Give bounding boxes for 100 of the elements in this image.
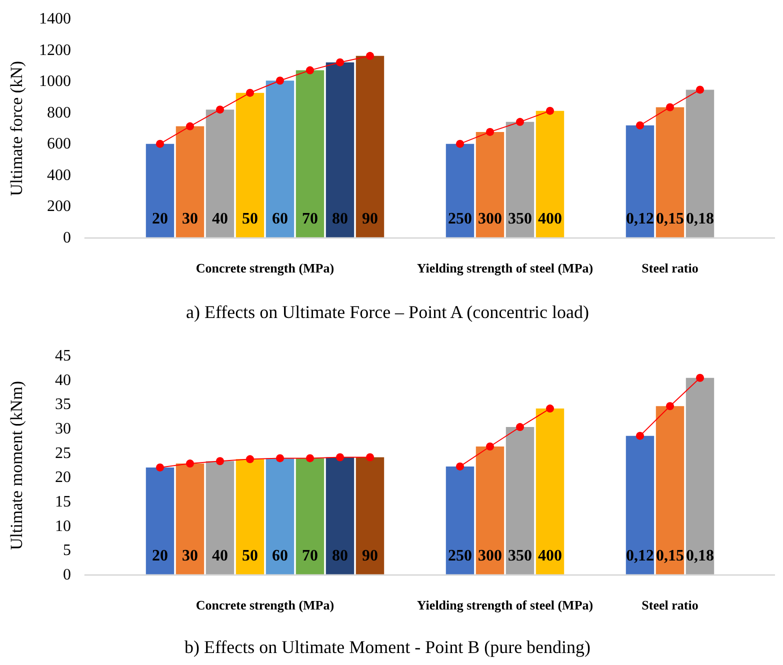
point <box>636 121 644 130</box>
y-tick-label: 10 <box>55 518 71 535</box>
y-tick-label: 1000 <box>39 73 71 90</box>
bar <box>626 125 654 238</box>
point <box>456 462 464 470</box>
text: a) Effects on Ultimate Force – Point A (concentric load) <box>186 302 590 322</box>
point <box>216 106 224 114</box>
y-tick-label: 25 <box>55 444 71 462</box>
x-tick-label: 300 <box>478 210 502 228</box>
y-axis-title: Ultimate moment (kNm) <box>7 380 26 550</box>
x-tick-label: 0,15 <box>656 548 684 564</box>
point <box>156 463 164 472</box>
bar <box>446 466 474 575</box>
x-tick-label: 0,12 <box>626 210 654 228</box>
point <box>336 453 344 462</box>
x-tick-label: 0,12 <box>626 548 654 564</box>
point <box>696 374 704 382</box>
y-tick-label: 0 <box>63 566 71 584</box>
bar <box>686 90 714 238</box>
bar <box>356 56 384 238</box>
bar <box>146 144 174 238</box>
bar <box>686 378 714 575</box>
text: Concrete strength (MPa) <box>196 598 334 612</box>
text: Steel ratio <box>642 260 698 276</box>
text: Steel ratio <box>642 598 698 612</box>
y-tick-label: 1200 <box>39 42 71 59</box>
point <box>666 103 674 112</box>
text: Yielding strength of steel (MPa) <box>416 260 594 276</box>
y-tick-label: 30 <box>55 420 71 438</box>
point <box>486 128 494 136</box>
x-tick-label: 50 <box>242 548 258 564</box>
x-tick-label: 40 <box>212 210 228 228</box>
point <box>336 58 344 66</box>
y-tick-label: 45 <box>55 348 71 364</box>
x-tick-label: 350 <box>508 210 532 228</box>
x-tick-label: 80 <box>332 210 348 228</box>
text: b) Effects on Ultimate Moment - Point B (pure bending) <box>184 637 591 657</box>
y-tick-label: 1400 <box>39 10 71 28</box>
bar <box>656 107 684 238</box>
bar <box>206 461 234 575</box>
point <box>306 66 314 74</box>
point <box>366 453 374 462</box>
point <box>246 455 254 464</box>
y-tick-label: 800 <box>47 104 71 122</box>
x-tick-label: 20 <box>152 210 168 228</box>
bar <box>206 110 234 238</box>
point <box>156 140 164 148</box>
bar <box>326 62 354 238</box>
bar <box>326 457 354 575</box>
bar <box>536 110 564 238</box>
x-tick-label: 250 <box>448 210 472 228</box>
bar <box>176 464 204 575</box>
y-axis-title: Ultimate force (kN) <box>7 61 26 196</box>
x-tick-label: 30 <box>182 210 198 228</box>
x-tick-label: 350 <box>508 548 532 564</box>
bar <box>236 92 264 238</box>
point <box>486 442 494 451</box>
point <box>696 86 704 94</box>
x-tick-label: 0,15 <box>656 210 684 228</box>
bar <box>506 122 534 238</box>
x-tick-label: 40 <box>212 548 228 564</box>
point <box>306 454 314 462</box>
y-tick-label: 40 <box>55 372 71 389</box>
point <box>516 423 524 432</box>
point <box>366 52 374 60</box>
point <box>636 432 644 440</box>
y-tick-label: 600 <box>47 136 71 153</box>
point <box>276 454 284 462</box>
x-tick-label: 300 <box>478 548 502 564</box>
x-tick-label: 60 <box>272 548 288 564</box>
point <box>546 404 554 413</box>
x-tick-label: 70 <box>302 210 318 228</box>
bar <box>476 446 504 575</box>
point <box>546 106 554 115</box>
x-tick-label: 30 <box>182 548 198 564</box>
x-tick-label: 400 <box>538 210 562 228</box>
point <box>456 140 464 148</box>
bar <box>296 458 324 575</box>
text: Yielding strength of steel (MPa) <box>416 598 594 612</box>
y-tick-label: 5 <box>63 542 71 560</box>
x-tick-label: 0,18 <box>686 210 714 228</box>
bar <box>176 126 204 238</box>
x-tick-label: 70 <box>302 548 318 564</box>
y-tick-label: 35 <box>55 396 71 414</box>
x-tick-label: 20 <box>152 548 168 564</box>
text: Concrete strength (MPa) <box>196 260 334 276</box>
point <box>246 88 254 97</box>
bar <box>476 132 504 238</box>
x-tick-label: 0,18 <box>686 548 714 564</box>
bar <box>146 467 174 575</box>
bar <box>296 70 324 238</box>
bar <box>356 457 384 575</box>
x-tick-label: 90 <box>362 210 378 228</box>
point <box>516 118 524 126</box>
bar <box>506 427 534 575</box>
x-tick-label: 90 <box>362 548 378 564</box>
x-tick-label: 50 <box>242 210 258 228</box>
bar <box>626 436 654 575</box>
y-tick-label: 15 <box>55 494 71 510</box>
bar <box>266 80 294 238</box>
